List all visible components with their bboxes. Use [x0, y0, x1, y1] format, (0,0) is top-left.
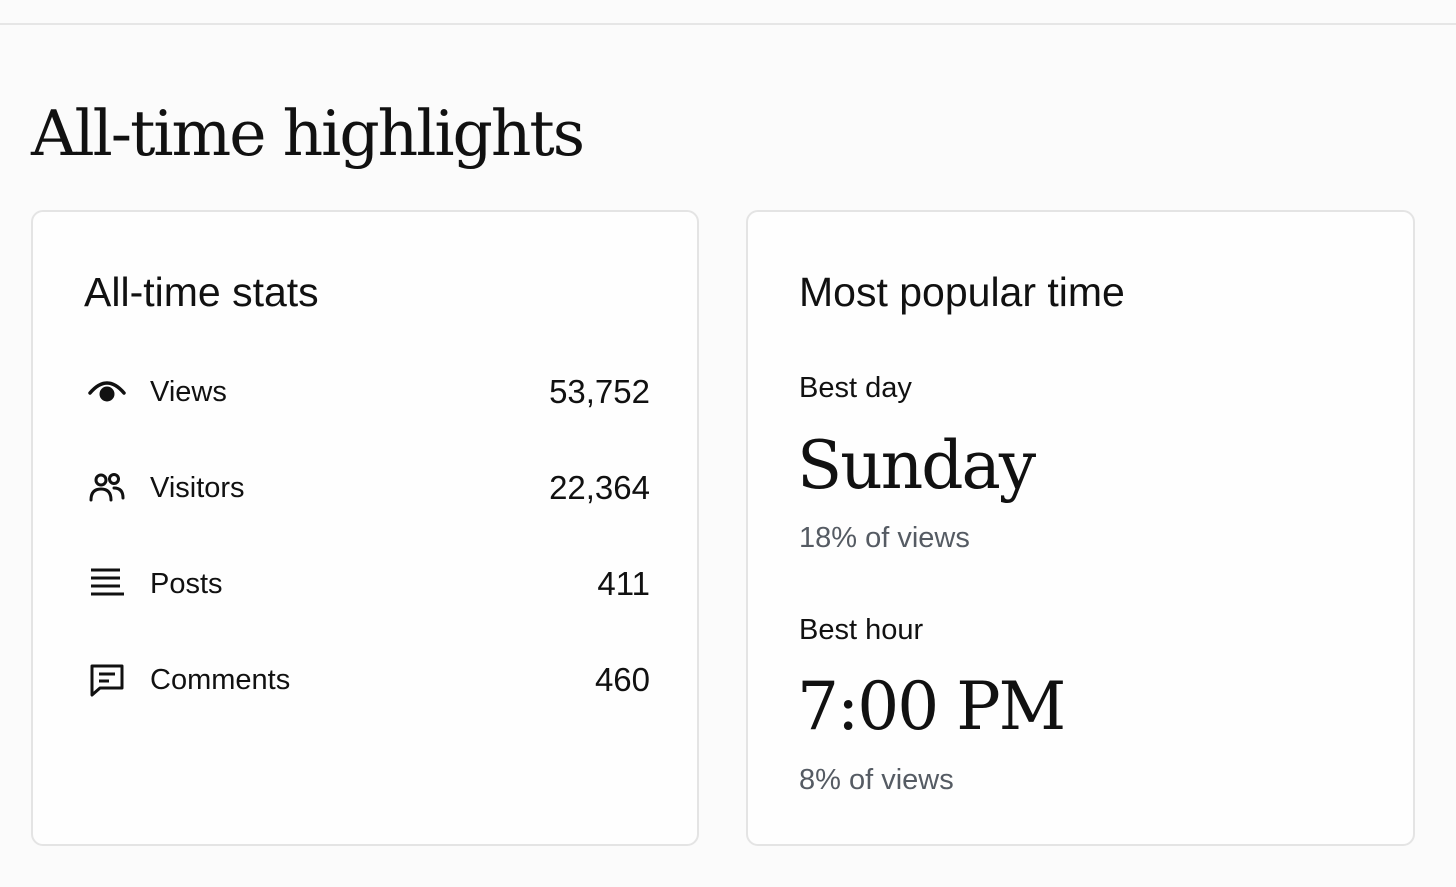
- stat-row-views: Views 53,752: [88, 367, 650, 417]
- stat-label: Comments: [150, 664, 291, 696]
- eye-icon: [88, 374, 126, 410]
- all-time-stats-card: All-time stats Views 53,752 Visitors 22,…: [31, 210, 699, 846]
- people-icon: [88, 470, 126, 506]
- best-day-value: Sunday: [797, 427, 1036, 504]
- most-popular-time-card: Most popular time Best day Sunday 18% of…: [746, 210, 1415, 846]
- stat-value: 53,752: [549, 373, 650, 410]
- stat-value: 411: [597, 565, 650, 602]
- stat-label: Posts: [150, 568, 223, 600]
- top-divider: [0, 23, 1456, 25]
- card-title: Most popular time: [799, 269, 1125, 315]
- stat-value: 460: [594, 661, 650, 698]
- lines-icon: [88, 566, 126, 602]
- best-day-percent: 18% of views: [799, 522, 970, 554]
- best-hour-label: Best hour: [799, 614, 924, 646]
- page-title: All-time highlights: [31, 97, 585, 170]
- card-title: All-time stats: [84, 269, 319, 315]
- stat-row-visitors: Visitors 22,364: [88, 463, 650, 513]
- stat-value: 22,364: [549, 469, 650, 506]
- best-hour-percent: 8% of views: [799, 764, 954, 796]
- comment-icon: [88, 662, 126, 698]
- stat-label: Visitors: [150, 472, 245, 504]
- stat-row-comments: Comments 460: [88, 655, 650, 705]
- stat-row-posts: Posts 411: [88, 559, 650, 609]
- stat-label: Views: [150, 376, 227, 408]
- best-day-label: Best day: [799, 372, 912, 404]
- best-hour-value: 7:00 PM: [797, 668, 1066, 745]
